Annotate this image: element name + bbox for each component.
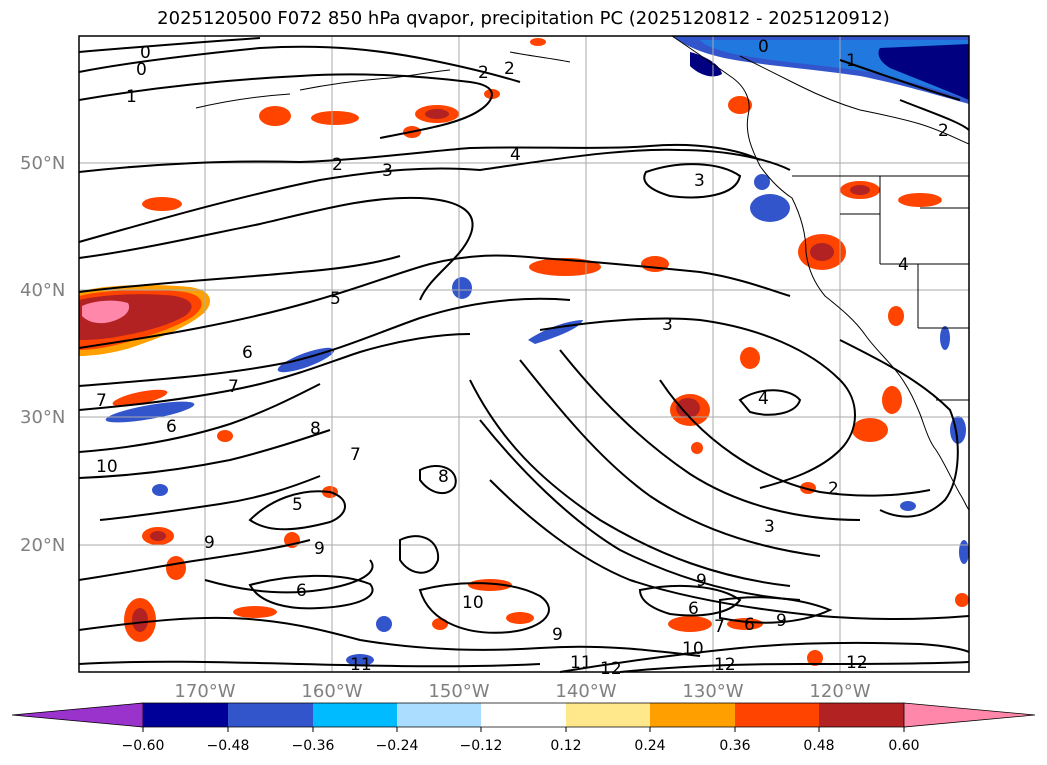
qvapor-contours (78, 37, 970, 673)
contour-label: 2 (828, 479, 839, 499)
lon-label-130w: 130°W (682, 681, 743, 702)
contour-label: 6 (744, 615, 755, 635)
colorbar-segment (650, 703, 735, 727)
lon-label-120w: 120°W (809, 681, 870, 702)
contour-label: 3 (694, 171, 705, 191)
contour-label: 3 (662, 315, 673, 335)
longitude-labels: 170°W 160°W 150°W 140°W 130°W 120°W (174, 681, 870, 702)
contour-label: 5 (292, 495, 303, 515)
contour-label: 6 (688, 599, 699, 619)
colorbar-tick-label: −0.48 (207, 738, 250, 754)
latitude-labels: 50°N 40°N 30°N 20°N (20, 153, 65, 556)
contour-label: 9 (204, 533, 215, 553)
lat-label-40n: 40°N (20, 280, 65, 301)
colorbar-tick-label: 0.24 (634, 738, 665, 754)
lon-label-140w: 140°W (555, 681, 616, 702)
contour-label: 4 (898, 255, 909, 275)
contour-label: 11 (350, 655, 372, 675)
contour-label: 9 (776, 611, 787, 631)
precip-anomaly-shading (79, 36, 969, 666)
contour-label: 8 (310, 419, 321, 439)
contour-label-group: 0 0 0 1 1 2 2 2 2 2 3 3 3 3 4 4 4 5 5 6 … (96, 37, 949, 679)
colorbar-segment (481, 703, 566, 727)
map-background (79, 36, 969, 672)
colorbar-tick-label: 0.48 (803, 738, 834, 754)
contour-label: 7 (714, 617, 725, 637)
contour-label: 0 (758, 37, 769, 57)
lon-label-170w: 170°W (174, 681, 235, 702)
contour-label: 11 (570, 653, 592, 673)
colorbar-segment (735, 703, 819, 727)
contour-label: 10 (682, 639, 704, 659)
lon-label-150w: 150°W (428, 681, 489, 702)
colorbar-segment (143, 703, 228, 727)
contour-label: 9 (314, 539, 325, 559)
map-border (78, 35, 970, 673)
contour-label: 10 (96, 457, 118, 477)
colorbar-segment (397, 703, 481, 727)
contour-label: 1 (846, 51, 857, 71)
contour-label: 6 (296, 581, 307, 601)
colorbar-tick-label: −0.12 (460, 738, 503, 754)
colorbar-segment (313, 703, 397, 727)
contour-label: 7 (350, 445, 361, 465)
colorbar-extend-right (903, 702, 1036, 728)
contour-label: 9 (552, 625, 563, 645)
colorbar-tick-label: −0.60 (122, 738, 165, 754)
contour-label: 1 (126, 87, 137, 107)
colorbar-segment (819, 703, 904, 727)
contour-label: 0 (136, 60, 147, 80)
contour-label: 4 (510, 145, 521, 165)
colorbar-extend-left (11, 702, 144, 728)
colorbar-tick-label: 0.12 (550, 738, 581, 754)
contour-label: 6 (242, 343, 253, 363)
contour-label: 5 (330, 289, 341, 309)
graticule (79, 36, 969, 672)
colorbar-segment (566, 703, 650, 727)
colorbar: −0.60 −0.48 −0.36 −0.24 −0.12 0.12 0.24 … (11, 702, 1036, 754)
colorbar-segment (228, 703, 313, 727)
contour-label: 9 (696, 571, 707, 591)
contour-label: 2 (332, 155, 343, 175)
contour-label: 0 (140, 43, 151, 63)
contour-label: 6 (166, 417, 177, 437)
contour-label: 2 (504, 59, 515, 79)
contour-label: 2 (478, 63, 489, 83)
contour-label: 4 (758, 389, 769, 409)
contour-label: 12 (714, 655, 736, 675)
contour-label: 12 (600, 659, 622, 679)
contour-label: 8 (438, 467, 449, 487)
contour-label: 3 (382, 161, 393, 181)
lat-label-20n: 20°N (20, 535, 65, 556)
contour-label: 2 (938, 121, 949, 141)
contour-label: 10 (462, 593, 484, 613)
lat-label-30n: 30°N (20, 407, 65, 428)
lat-label-50n: 50°N (20, 153, 65, 174)
colorbar-tick-label: 0.36 (719, 738, 750, 754)
contour-label: 7 (228, 377, 239, 397)
contour-label: 7 (96, 391, 107, 411)
coastlines (195, 35, 970, 511)
contour-label: 12 (846, 653, 868, 673)
lon-label-160w: 160°W (301, 681, 362, 702)
colorbar-tick-label: −0.24 (376, 738, 419, 754)
colorbar-tick-label: 0.60 (888, 738, 919, 754)
colorbar-tick-label: −0.36 (292, 738, 335, 754)
map-title: 2025120500 F072 850 hPa qvapor, precipit… (157, 8, 890, 29)
contour-label: 3 (764, 517, 775, 537)
